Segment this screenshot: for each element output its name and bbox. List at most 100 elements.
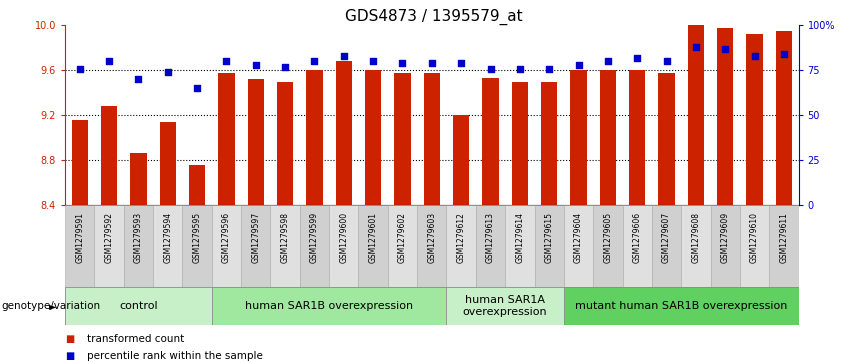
Bar <box>776 31 792 205</box>
Bar <box>336 61 352 205</box>
Point <box>747 53 761 59</box>
Text: GSM1279603: GSM1279603 <box>427 212 437 263</box>
Text: GSM1279597: GSM1279597 <box>252 212 260 263</box>
Bar <box>365 70 381 205</box>
Point <box>307 58 321 64</box>
Bar <box>124 205 153 287</box>
Bar <box>182 205 212 287</box>
Bar <box>299 205 329 287</box>
Bar <box>418 205 446 287</box>
Bar <box>717 28 733 205</box>
Bar <box>446 205 476 287</box>
Bar <box>622 205 652 287</box>
Point <box>220 58 233 64</box>
Bar <box>212 205 241 287</box>
Text: GSM1279591: GSM1279591 <box>76 212 84 262</box>
Bar <box>505 205 535 287</box>
Bar <box>711 205 740 287</box>
Text: transformed count: transformed count <box>87 334 184 344</box>
Text: human SAR1A
overexpression: human SAR1A overexpression <box>463 295 548 317</box>
Text: GSM1279593: GSM1279593 <box>134 212 143 263</box>
Bar <box>271 205 299 287</box>
Bar <box>101 106 117 205</box>
Point <box>454 60 468 66</box>
Bar <box>65 287 212 325</box>
Bar <box>219 73 234 205</box>
Bar <box>212 287 446 325</box>
Bar <box>659 73 674 205</box>
Bar <box>564 205 593 287</box>
Bar <box>95 205 124 287</box>
Bar <box>153 205 182 287</box>
Bar <box>241 205 271 287</box>
Point <box>366 58 380 64</box>
Text: GSM1279600: GSM1279600 <box>339 212 348 263</box>
Bar <box>681 205 711 287</box>
Point <box>660 58 674 64</box>
Text: genotype/variation: genotype/variation <box>2 301 101 311</box>
Point <box>777 51 791 57</box>
Text: GSM1279601: GSM1279601 <box>369 212 378 262</box>
Text: GSM1279602: GSM1279602 <box>398 212 407 262</box>
Bar <box>453 115 470 205</box>
Bar <box>564 287 799 325</box>
Text: GSM1279612: GSM1279612 <box>457 212 465 262</box>
Point <box>483 66 497 72</box>
Bar <box>652 205 681 287</box>
Text: GSM1279606: GSM1279606 <box>633 212 641 263</box>
Bar <box>687 25 704 205</box>
Bar <box>72 120 88 205</box>
Text: ■: ■ <box>65 351 75 361</box>
Text: GSM1279599: GSM1279599 <box>310 212 319 263</box>
Bar <box>740 205 769 287</box>
Bar <box>424 73 440 205</box>
Text: GSM1279610: GSM1279610 <box>750 212 759 262</box>
Text: human SAR1B overexpression: human SAR1B overexpression <box>245 301 413 311</box>
Text: percentile rank within the sample: percentile rank within the sample <box>87 351 263 361</box>
Bar <box>600 70 616 205</box>
Bar <box>483 78 498 205</box>
Bar <box>160 122 176 205</box>
Text: ■: ■ <box>65 334 75 344</box>
Point <box>278 64 292 70</box>
Text: GSM1279611: GSM1279611 <box>779 212 788 262</box>
Text: GDS4873 / 1395579_at: GDS4873 / 1395579_at <box>345 9 523 25</box>
Bar <box>65 205 95 287</box>
Text: GSM1279594: GSM1279594 <box>163 212 172 263</box>
Point <box>396 60 410 66</box>
Text: control: control <box>119 301 158 311</box>
Text: GSM1279592: GSM1279592 <box>105 212 114 262</box>
Text: GSM1279609: GSM1279609 <box>720 212 730 263</box>
Point <box>572 62 586 68</box>
Text: mutant human SAR1B overexpression: mutant human SAR1B overexpression <box>575 301 787 311</box>
Point <box>161 69 174 75</box>
Bar <box>476 205 505 287</box>
Bar <box>358 205 388 287</box>
Bar <box>535 205 564 287</box>
Point <box>630 55 644 61</box>
Point <box>73 66 87 72</box>
Point <box>689 44 703 50</box>
Point <box>132 76 146 82</box>
Bar <box>570 70 587 205</box>
Point <box>337 53 351 59</box>
Point <box>249 62 263 68</box>
Bar <box>541 82 557 205</box>
Text: GSM1279596: GSM1279596 <box>222 212 231 263</box>
Bar <box>329 205 358 287</box>
Bar <box>746 34 763 205</box>
Text: GSM1279604: GSM1279604 <box>574 212 583 263</box>
Bar <box>247 79 264 205</box>
Bar <box>388 205 418 287</box>
Bar <box>130 154 147 205</box>
Bar <box>769 205 799 287</box>
Bar <box>306 70 323 205</box>
Text: GSM1279613: GSM1279613 <box>486 212 495 262</box>
Point <box>719 46 733 52</box>
Point <box>102 58 116 64</box>
Point <box>190 85 204 91</box>
Text: GSM1279614: GSM1279614 <box>516 212 524 262</box>
Text: GSM1279608: GSM1279608 <box>692 212 700 262</box>
Bar <box>446 287 564 325</box>
Point <box>601 58 615 64</box>
